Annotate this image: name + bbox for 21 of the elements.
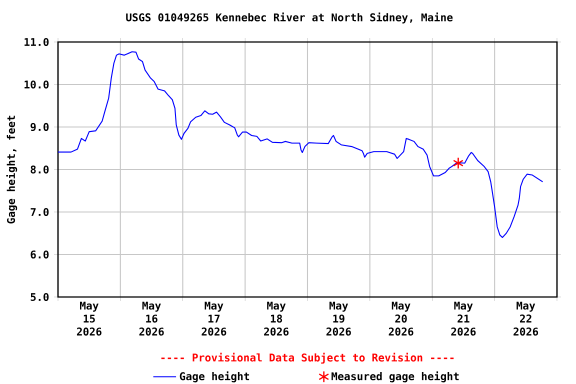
x-tick-label: May 19 2026: [326, 302, 351, 336]
x-tick-label: May 15 2026: [76, 302, 102, 336]
y-tick-label: 11.0: [24, 38, 49, 46]
x-tick-label: May 21 2026: [451, 302, 476, 336]
x-tick-label: May 18 2026: [264, 302, 289, 336]
y-tick-label: 5.0: [30, 292, 49, 302]
y-tick-label: 8.0: [30, 165, 49, 174]
y-tick-label: 10.0: [24, 80, 49, 89]
y-tick-label: 9.0: [30, 122, 49, 132]
x-tick-label: May 22 2026: [514, 302, 538, 336]
x-tick-label: May 20 2026: [388, 302, 414, 336]
legend-label: Measured gage height: [332, 371, 459, 382]
legend-label: Gage height: [180, 371, 250, 382]
text: ---- Provisional Data Subject to Revision ----: [161, 352, 454, 364]
y-axis-title: Gage height, feet: [6, 116, 18, 224]
x-tick-label: May 17 2026: [202, 302, 226, 336]
y-tick-label: 6.0: [30, 250, 49, 259]
x-tick-label: May 16 2026: [139, 302, 164, 336]
line-series: [58, 51, 544, 238]
y-tick-label: 7.0: [30, 208, 49, 216]
chart-title: USGS 01049265 Kennebec River at North Sidney, Maine: [126, 12, 453, 24]
